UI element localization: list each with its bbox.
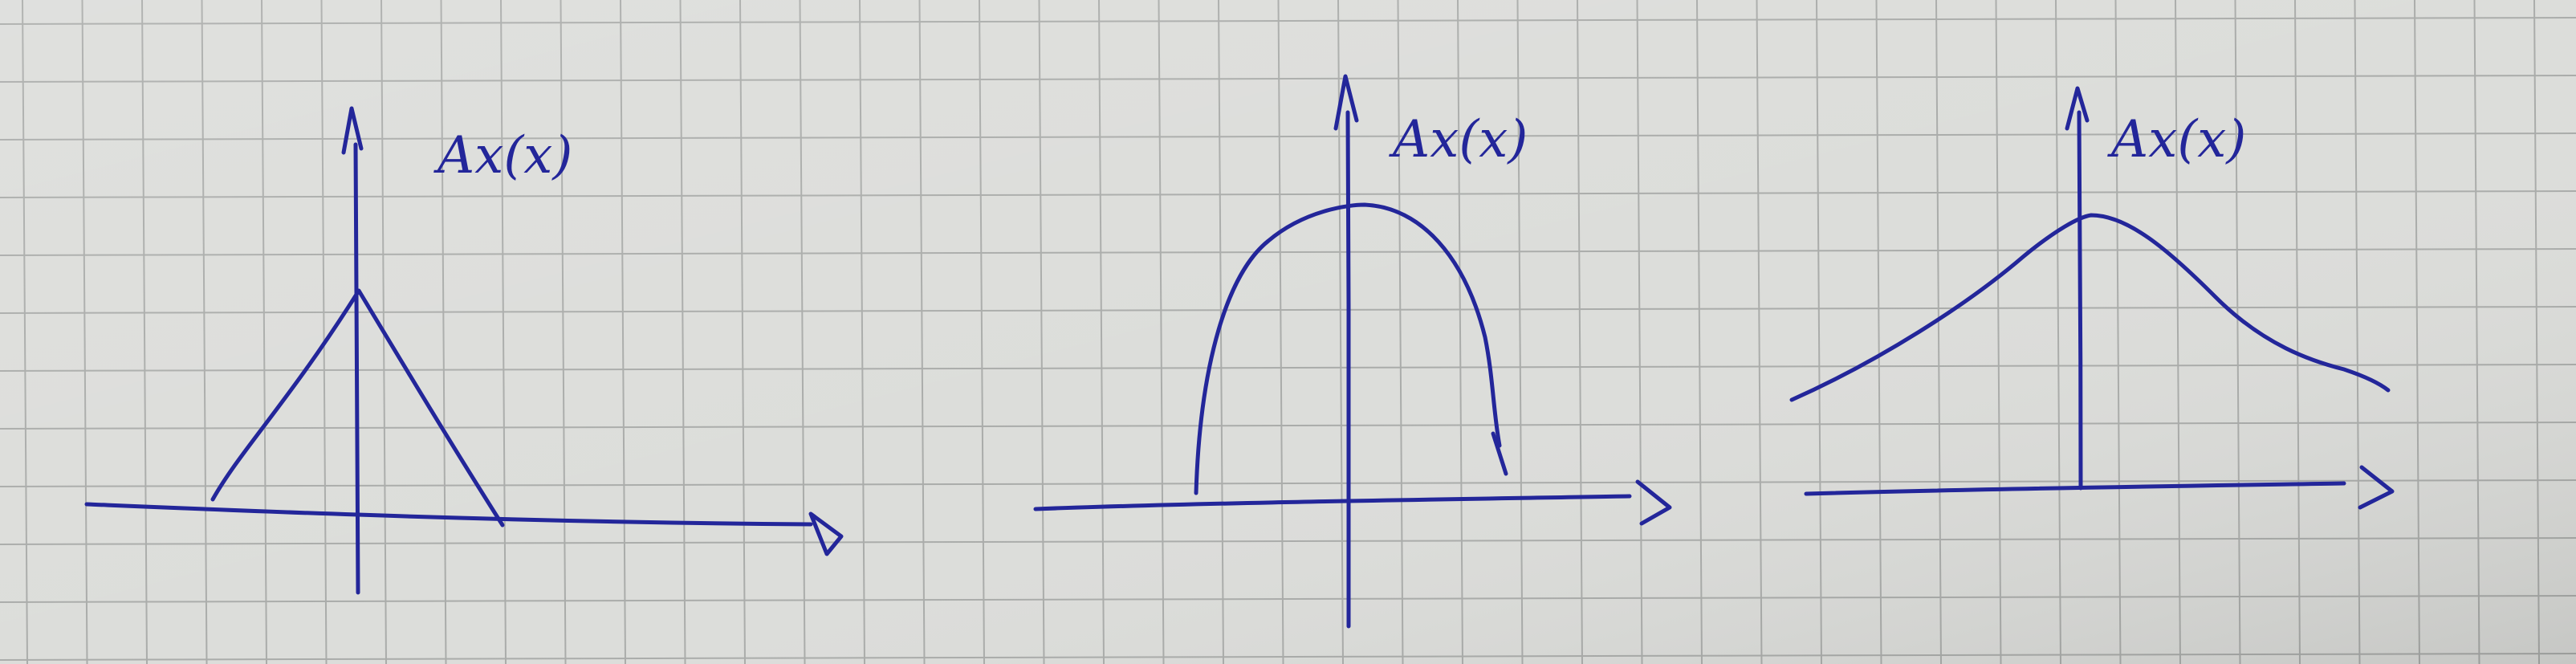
function-label: Ax(x) bbox=[1389, 110, 1528, 169]
sketch-semicircle bbox=[1033, 74, 1672, 629]
y-axis-arrow-icon bbox=[1333, 74, 1359, 131]
x-axis-arrow-icon bbox=[808, 511, 844, 556]
x-axis-arrow-icon bbox=[2358, 465, 2395, 510]
x-axis bbox=[1033, 494, 1632, 511]
x-axis-arrow-icon bbox=[1635, 479, 1672, 526]
y-axis bbox=[2077, 110, 2083, 491]
triangle-curve bbox=[210, 288, 505, 528]
y-axis bbox=[353, 142, 360, 595]
y-axis bbox=[1345, 110, 1351, 629]
sketch-bell bbox=[1789, 86, 2395, 510]
y-axis-arrow-icon bbox=[2065, 86, 2090, 131]
dome-tail bbox=[1491, 431, 1508, 476]
x-axis bbox=[1804, 481, 2346, 496]
function-label: Ax(x) bbox=[433, 126, 572, 185]
dome-curve bbox=[1194, 202, 1502, 495]
x-axis bbox=[84, 502, 813, 527]
y-axis-arrow-icon bbox=[341, 106, 364, 155]
function-label: Ax(x) bbox=[2107, 110, 2246, 169]
sketch-triangle bbox=[84, 106, 844, 595]
bell-curve bbox=[1789, 213, 2391, 402]
